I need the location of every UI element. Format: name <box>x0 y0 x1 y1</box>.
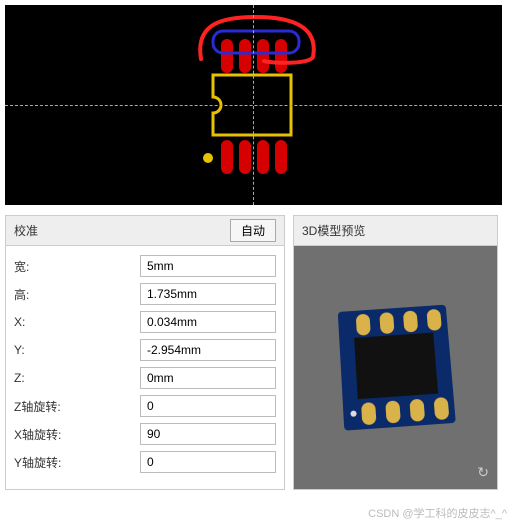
row-rx: X轴旋转: <box>14 420 276 448</box>
input-height[interactable] <box>140 283 276 305</box>
row-x: X: <box>14 308 276 336</box>
label-rz: Z轴旋转: <box>14 398 140 415</box>
preview3d-panel: 3D模型预览 ↻ <box>293 215 498 490</box>
row-rz: Z轴旋转: <box>14 392 276 420</box>
input-rx[interactable] <box>140 423 276 445</box>
label-width: 宽: <box>14 258 140 275</box>
row-y: Y: <box>14 336 276 364</box>
preview3d-viewport[interactable]: ↻ <box>294 246 497 489</box>
footprint-viewport[interactable] <box>5 5 502 205</box>
row-height: 高: <box>14 280 276 308</box>
label-height: 高: <box>14 286 140 303</box>
label-z: Z: <box>14 371 140 385</box>
input-ry[interactable] <box>140 451 276 473</box>
label-ry: Y轴旋转: <box>14 454 140 471</box>
label-rx: X轴旋转: <box>14 426 140 443</box>
label-y: Y: <box>14 343 140 357</box>
row-width: 宽: <box>14 252 276 280</box>
input-z[interactable] <box>140 367 276 389</box>
watermark-text: CSDN @学工科的皮皮志^_^ <box>368 505 507 521</box>
reset-view-icon[interactable]: ↻ <box>477 464 489 481</box>
calibration-header: 校准 自动 <box>6 216 284 246</box>
input-width[interactable] <box>140 255 276 277</box>
preview3d-title: 3D模型预览 <box>302 222 365 239</box>
preview3d-header: 3D模型预览 <box>294 216 497 246</box>
pcb-svg <box>337 304 455 430</box>
auto-button[interactable]: 自动 <box>230 219 276 242</box>
calibration-panel: 校准 自动 宽: 高: X: Y: <box>5 215 285 490</box>
row-z: Z: <box>14 364 276 392</box>
calibration-title: 校准 <box>14 222 38 239</box>
input-x[interactable] <box>140 311 276 333</box>
input-rz[interactable] <box>140 395 276 417</box>
input-y[interactable] <box>140 339 276 361</box>
crosshair-vertical <box>253 5 254 205</box>
label-x: X: <box>14 315 140 329</box>
row-ry: Y轴旋转: <box>14 448 276 476</box>
